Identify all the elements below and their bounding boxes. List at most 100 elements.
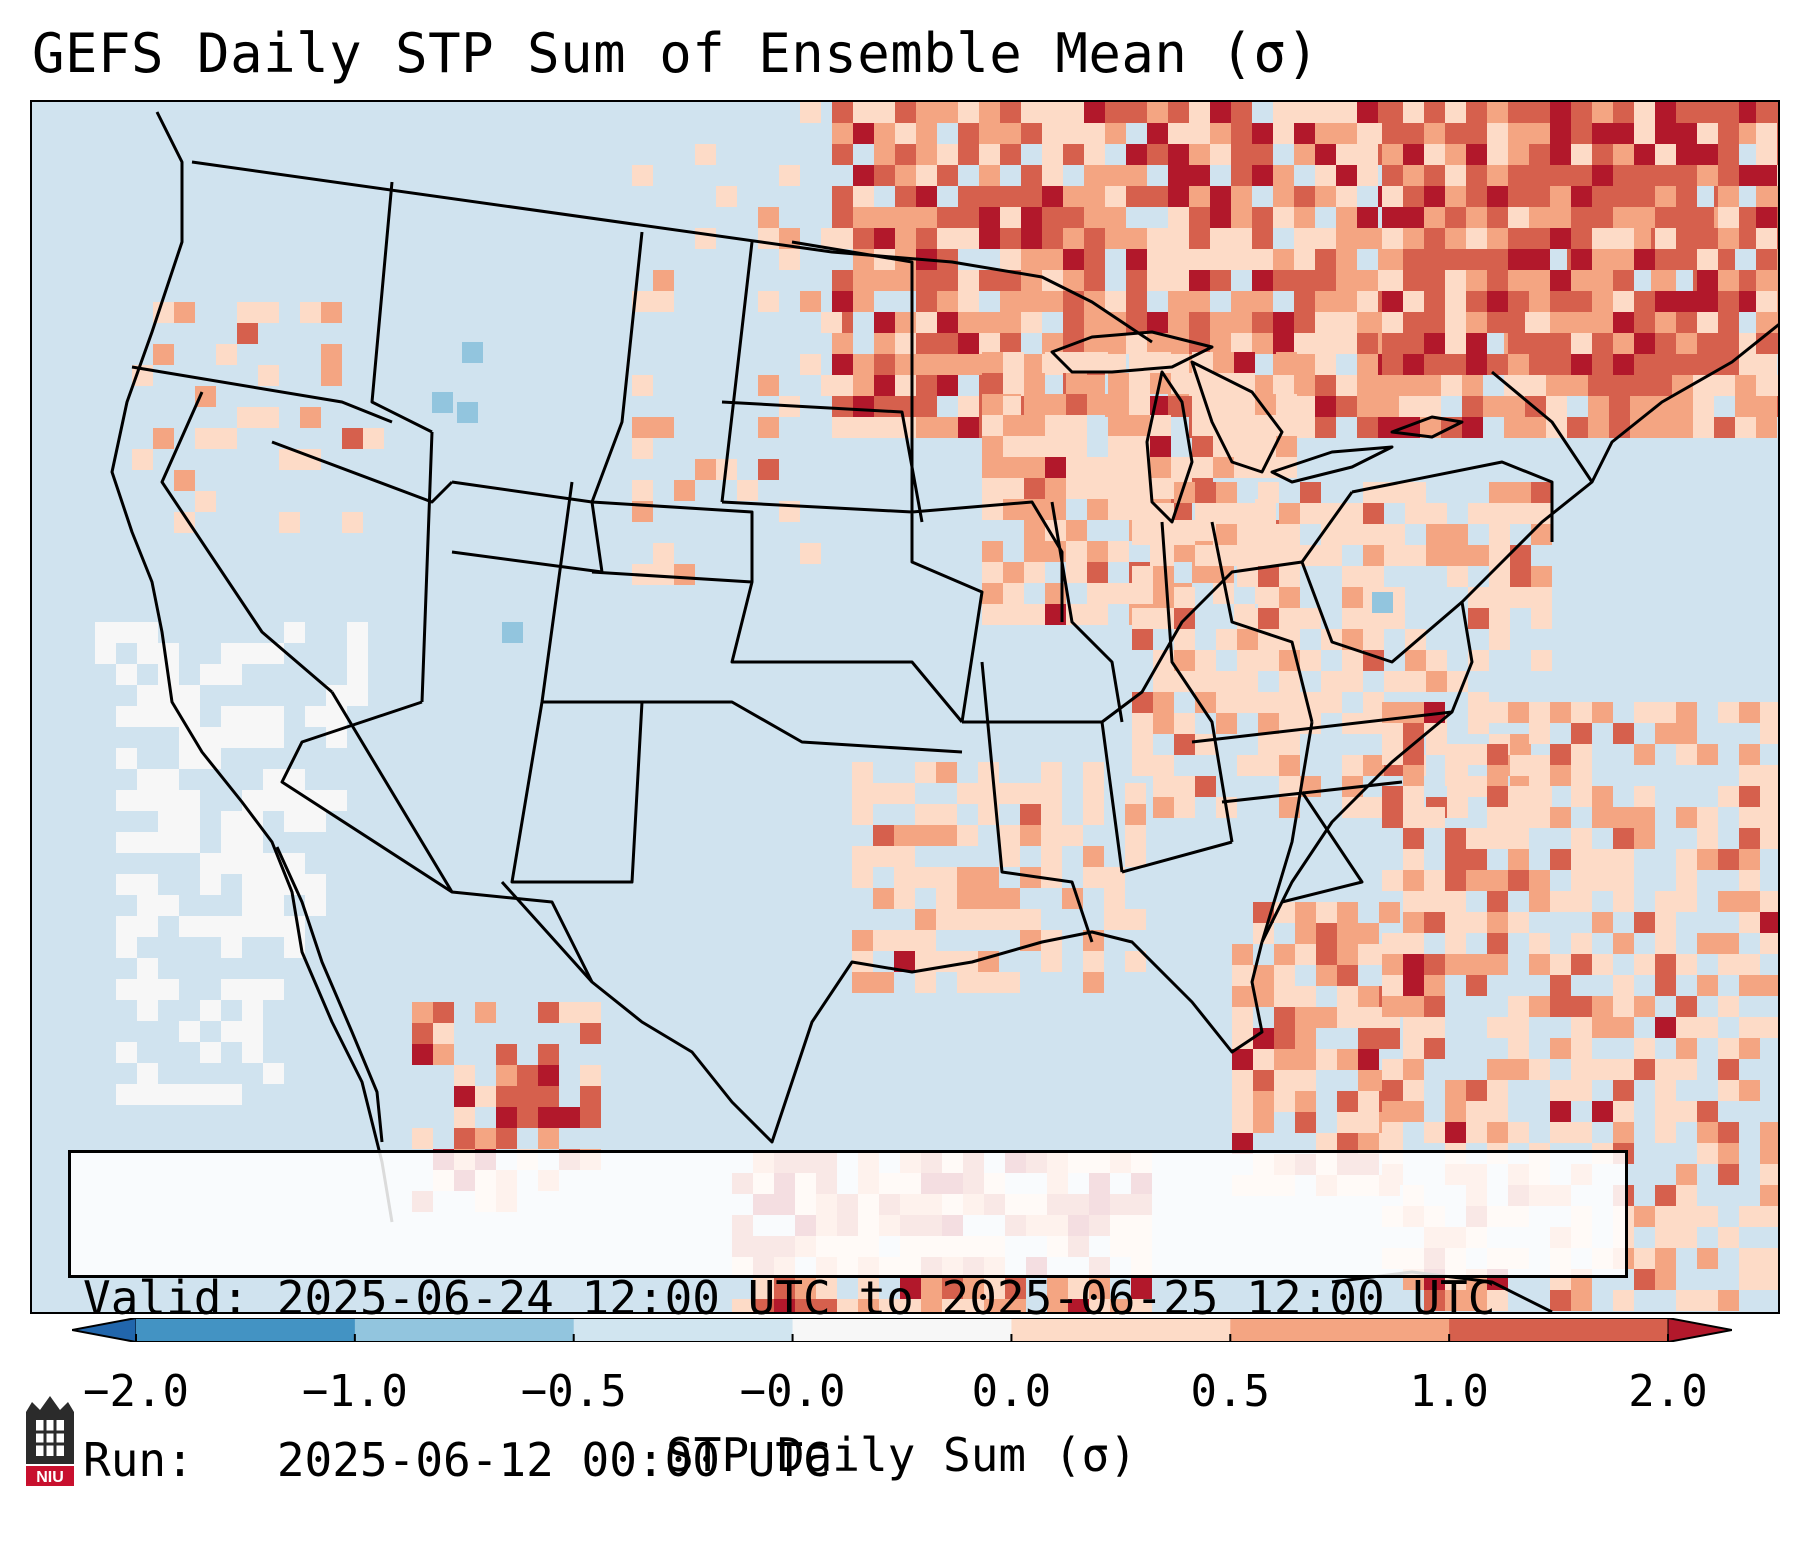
- stp-cell-northeast: [1315, 270, 1336, 291]
- stp-cell-northeast: [1126, 102, 1147, 123]
- stp-cell-negative: [432, 392, 453, 413]
- stp-cell-neutral: [137, 706, 158, 727]
- stp-cell-quebec: [1445, 249, 1466, 270]
- stp-cell-mexico: [559, 1107, 580, 1128]
- stp-cell-ohio-valley: [1153, 797, 1174, 818]
- stp-cell-neutral: [137, 1084, 158, 1105]
- stp-cell-atlantic: [1613, 828, 1634, 849]
- stp-cell-quebec: [1487, 102, 1508, 123]
- stp-cell-florida: [1358, 923, 1379, 944]
- stp-cell-great-lakes: [1003, 415, 1024, 436]
- stp-cell-northeast: [1525, 375, 1546, 396]
- stp-cell-neutral: [242, 727, 263, 748]
- stp-cell-atlantic: [1592, 849, 1613, 870]
- stp-cell-lower-mississippi: [1062, 825, 1083, 846]
- stp-cell-atlantic: [1676, 1227, 1697, 1248]
- stp-cell-great-lakes: [1066, 394, 1087, 415]
- stp-cell-ohio-valley: [1426, 545, 1447, 566]
- stp-cell-northeast: [1294, 249, 1315, 270]
- stp-cell-atlantic: [1655, 933, 1676, 954]
- stp-cell-atlantic: [1382, 954, 1403, 975]
- stp-cell-great-lakes: [1024, 415, 1045, 436]
- stp-cell-quebec: [1592, 354, 1613, 375]
- stp-cell-neutral: [221, 832, 242, 853]
- stp-cell-northeast: [1357, 375, 1378, 396]
- stp-cell-northeast: [1042, 186, 1063, 207]
- stp-cell-plains: [758, 417, 779, 438]
- stp-cell-northeast: [979, 165, 1000, 186]
- svg-text:NIU: NIU: [36, 1469, 64, 1486]
- stp-cell-neutral: [347, 622, 368, 643]
- stp-cell-quebec: [1592, 249, 1613, 270]
- stp-cell-atlantic: [1655, 954, 1676, 975]
- stp-cell-neutral: [137, 916, 158, 937]
- stp-cell-ohio-valley: [1531, 608, 1552, 629]
- stp-cell-neutral: [221, 643, 242, 664]
- stp-cell-northeast: [1294, 123, 1315, 144]
- stp-cell-caribbean: [774, 1299, 795, 1312]
- stp-cell-northeast: [832, 270, 853, 291]
- stp-cell-atlantic: [1697, 744, 1718, 765]
- stp-cell-great-lakes: [1087, 394, 1108, 415]
- stp-cell-ohio-valley: [1258, 650, 1279, 671]
- stp-cell-northeast: [1021, 312, 1042, 333]
- stp-cell-great-lakes: [1108, 394, 1129, 415]
- stp-cell-northeast: [1735, 165, 1756, 186]
- stp-cell-quebec: [1718, 333, 1739, 354]
- stp-cell-northeast: [1756, 228, 1777, 249]
- stp-cell-ohio-valley: [1489, 503, 1510, 524]
- stp-cell-northeast: [979, 144, 1000, 165]
- stp-cell-quebec: [1445, 123, 1466, 144]
- stp-cell-atlantic: [1571, 1290, 1592, 1311]
- stp-cell-lower-mississippi: [978, 804, 999, 825]
- stp-cell-ohio-valley: [1426, 524, 1447, 545]
- stp-cell-northeast: [1147, 312, 1168, 333]
- stp-cell-caribbean: [984, 1299, 1005, 1312]
- stp-cell-quebec: [1571, 186, 1592, 207]
- stp-cell-atlantic: [1613, 933, 1634, 954]
- stp-cell-northeast: [1336, 312, 1357, 333]
- stp-cell-quebec: [1676, 354, 1697, 375]
- stp-cell-lower-mississippi: [1083, 804, 1104, 825]
- stp-cell-plains: [716, 186, 737, 207]
- stp-cell-quebec: [1676, 312, 1697, 333]
- stp-cell-quebec: [1613, 312, 1634, 333]
- stp-cell-northeast: [1588, 396, 1609, 417]
- stp-cell-ohio-valley: [1405, 482, 1426, 503]
- stp-cell-northeast: [916, 270, 937, 291]
- stp-cell-atlantic: [1760, 1269, 1778, 1290]
- stp-cell-northeast: [1021, 291, 1042, 312]
- stp-cell-ohio-valley: [1279, 797, 1300, 818]
- stp-cell-northeast: [937, 417, 958, 438]
- stp-cell-neutral: [305, 874, 326, 895]
- stp-cell-lower-mississippi: [1020, 825, 1041, 846]
- stp-cell-northeast: [1063, 186, 1084, 207]
- stp-cell-plains: [758, 459, 779, 480]
- stp-cell-northeast: [1000, 270, 1021, 291]
- stp-cell-atlantic: [1739, 1269, 1760, 1290]
- stp-cell-ohio-valley: [1132, 608, 1153, 629]
- stp-cell-florida: [1232, 986, 1253, 1007]
- stp-cell-northeast: [1063, 144, 1084, 165]
- stp-cell-ohio-valley: [1216, 713, 1237, 734]
- stp-cell-lower-mississippi: [1083, 972, 1104, 993]
- stp-cell-quebec: [1508, 144, 1529, 165]
- stp-cell-plains: [653, 543, 674, 564]
- stp-cell-atlantic: [1403, 744, 1424, 765]
- stp-cell-northeast: [958, 312, 979, 333]
- stp-cell-plains: [800, 354, 821, 375]
- stp-cell-northeast: [832, 291, 853, 312]
- stp-cell-florida: [1379, 902, 1400, 923]
- stp-cell-northeast: [874, 333, 895, 354]
- stp-cell-lower-mississippi: [1083, 846, 1104, 867]
- stp-cell-northeast: [1021, 207, 1042, 228]
- stp-cell-quebec: [1550, 102, 1571, 123]
- stp-cell-florida: [1316, 902, 1337, 923]
- stp-cell-ohio-valley: [1300, 503, 1321, 524]
- stp-cell-northeast: [1168, 165, 1189, 186]
- stp-cell-ohio-valley: [1153, 566, 1174, 587]
- stp-cell-ohio-valley: [1279, 629, 1300, 650]
- stp-cell-atlantic: [1508, 807, 1529, 828]
- stp-cell-neutral: [284, 622, 305, 643]
- stp-cell-atlantic: [1487, 912, 1508, 933]
